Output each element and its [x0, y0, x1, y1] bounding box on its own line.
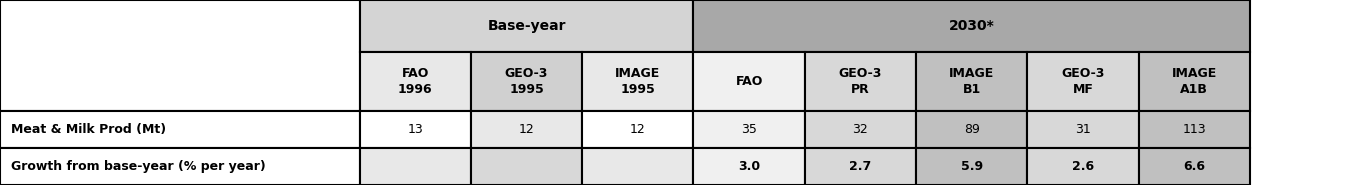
Text: 2030*: 2030*	[949, 19, 995, 33]
Bar	[693, 52, 805, 111]
Bar	[1139, 111, 1250, 148]
Text: 113: 113	[1182, 123, 1206, 136]
Bar	[0, 0, 360, 111]
Bar	[693, 148, 805, 185]
Bar	[916, 148, 1027, 185]
Text: GEO-3
1995: GEO-3 1995	[505, 67, 548, 96]
Text: 89: 89	[963, 123, 980, 136]
Text: Meat & Milk Prod (Mt): Meat & Milk Prod (Mt)	[11, 123, 166, 136]
Text: IMAGE
1995: IMAGE 1995	[615, 67, 661, 96]
Bar	[805, 111, 916, 148]
Text: IMAGE
A1B: IMAGE A1B	[1171, 67, 1217, 96]
Text: 2.6: 2.6	[1072, 160, 1094, 173]
Bar	[471, 111, 582, 148]
Bar	[582, 111, 693, 148]
Text: 12: 12	[630, 123, 646, 136]
Bar	[0, 148, 360, 185]
Text: 32: 32	[852, 123, 868, 136]
Bar	[471, 148, 582, 185]
Text: GEO-3
PR: GEO-3 PR	[839, 67, 882, 96]
Text: FAO
1996: FAO 1996	[398, 67, 433, 96]
Bar	[916, 52, 1027, 111]
Text: 5.9: 5.9	[961, 160, 982, 173]
Bar	[693, 111, 805, 148]
Text: 3.0: 3.0	[738, 160, 760, 173]
Bar	[471, 52, 582, 111]
Text: 13: 13	[407, 123, 423, 136]
Text: 31: 31	[1075, 123, 1091, 136]
Bar	[1139, 52, 1250, 111]
Bar	[1027, 52, 1139, 111]
Text: 2.7: 2.7	[849, 160, 871, 173]
Bar	[360, 148, 471, 185]
Bar	[1139, 148, 1250, 185]
Text: Growth from base-year (% per year): Growth from base-year (% per year)	[11, 160, 266, 173]
Bar	[805, 52, 916, 111]
Bar	[582, 52, 693, 111]
Text: Base-year: Base-year	[487, 19, 566, 33]
Bar	[1027, 148, 1139, 185]
Text: IMAGE
B1: IMAGE B1	[949, 67, 995, 96]
Text: GEO-3
MF: GEO-3 MF	[1061, 67, 1105, 96]
Bar	[693, 0, 1250, 52]
Bar	[805, 148, 916, 185]
Bar	[360, 52, 471, 111]
Bar	[0, 111, 360, 148]
Text: 12: 12	[518, 123, 535, 136]
Bar	[1027, 111, 1139, 148]
Bar	[582, 148, 693, 185]
Bar	[360, 0, 693, 52]
Text: 6.6: 6.6	[1183, 160, 1205, 173]
Bar	[916, 111, 1027, 148]
Text: FAO: FAO	[735, 75, 763, 88]
Text: 35: 35	[741, 123, 757, 136]
Bar	[360, 111, 471, 148]
